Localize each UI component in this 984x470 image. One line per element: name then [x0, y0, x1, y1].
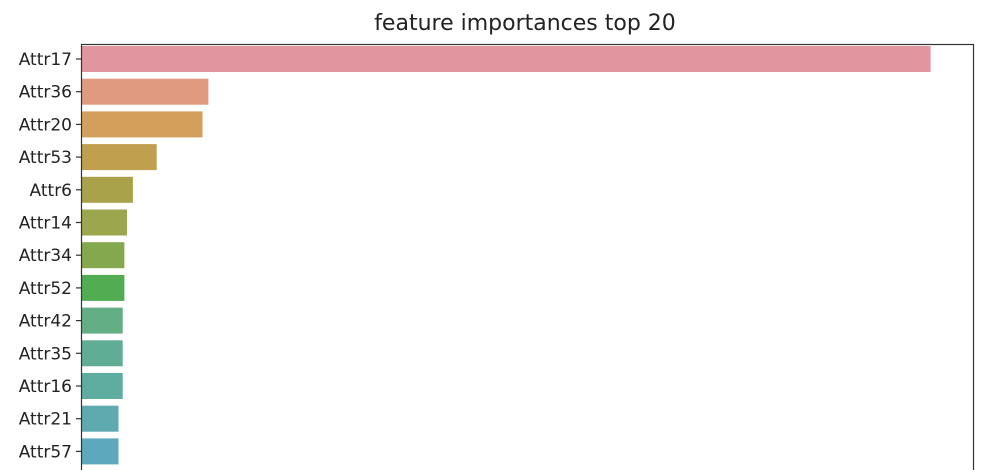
- y-tick-label: Attr16: [19, 377, 72, 397]
- y-tick-label: Attr17: [19, 50, 72, 70]
- bar-attr57: [82, 438, 119, 465]
- bar-attr34: [82, 242, 125, 269]
- bar-attr52: [82, 274, 125, 301]
- bar-attr36: [82, 78, 209, 105]
- bar-attr16: [82, 373, 123, 399]
- bar-attr14: [82, 209, 127, 236]
- y-tick-label: Attr14: [19, 214, 72, 234]
- bar-attr17: [82, 46, 931, 72]
- y-tick-label: Attr34: [19, 246, 72, 266]
- y-tick-label: Attr53: [19, 148, 72, 168]
- y-tick-label: Attr20: [19, 115, 72, 135]
- bar-attr6: [82, 176, 133, 203]
- plot-frame: [80, 43, 975, 470]
- bar-attr42: [82, 307, 123, 334]
- y-tick-label: Attr42: [19, 312, 72, 332]
- bar-attr20: [82, 111, 203, 138]
- y-tick-labels: Attr17 Attr36 Attr20 Attr53 Attr6 Attr14 Attr3…: [19, 50, 72, 462]
- bar-attr53: [82, 144, 157, 171]
- y-tick-label: Attr6: [30, 181, 72, 201]
- y-tick-label: Attr52: [19, 279, 72, 299]
- y-tick-label: Attr36: [19, 83, 72, 103]
- y-tick-label: Attr57: [19, 442, 72, 462]
- chart-title: feature importances top 20: [374, 11, 676, 36]
- y-tick-label: Attr35: [19, 344, 72, 364]
- bar-attr35: [82, 340, 123, 367]
- y-tick-label: Attr21: [19, 410, 72, 430]
- bars-group: [82, 46, 931, 465]
- bar-attr21: [82, 405, 119, 432]
